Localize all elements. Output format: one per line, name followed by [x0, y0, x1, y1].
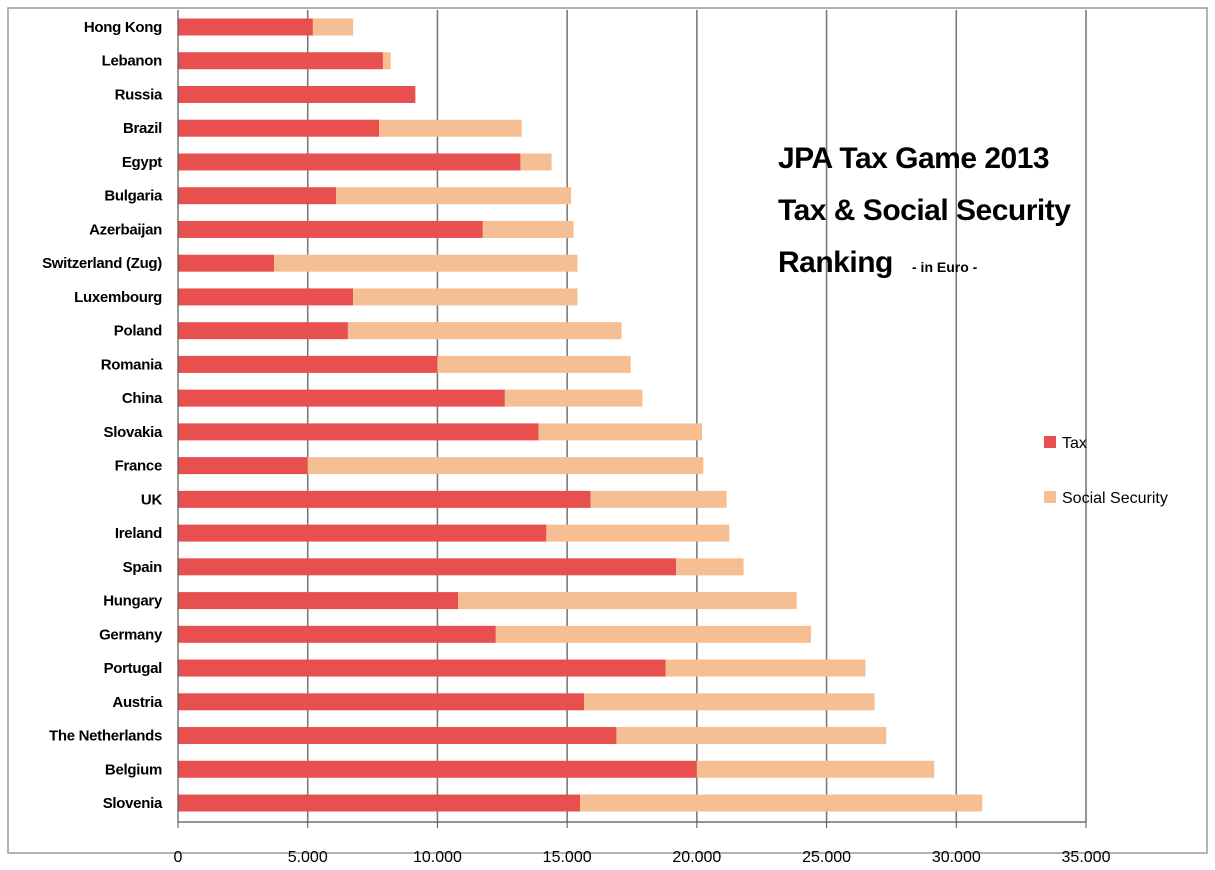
category-label: Ireland — [115, 525, 162, 542]
bar-social-security — [580, 794, 983, 812]
bar-tax — [178, 558, 677, 576]
bar-tax — [178, 322, 348, 340]
bar-tax — [178, 153, 521, 171]
category-labels: Hong Kong Lebanon Russia Brazil Egypt Bulgari… — [42, 19, 163, 812]
x-axis: 0 5.000 10.000 15.000 20.000 25.000 30.000 35.0… — [174, 10, 1111, 866]
category-label: Spain — [123, 559, 162, 576]
title-line-3: Ranking — [778, 246, 893, 279]
x-tick-label: 30.000 — [932, 849, 981, 866]
category-label: Austria — [112, 694, 163, 711]
category-label: Slovakia — [104, 424, 163, 441]
category-label: Portugal — [104, 660, 163, 677]
x-tick-label: 15.000 — [543, 849, 592, 866]
bar-tax — [178, 254, 274, 272]
bar-tax — [178, 355, 438, 373]
x-tick-label: 25.000 — [802, 849, 851, 866]
bar-tax — [178, 423, 539, 441]
category-label: Brazil — [123, 120, 162, 137]
bar-social-security — [336, 187, 572, 205]
bar-social-security — [437, 355, 631, 373]
legend-swatch-tax — [1044, 436, 1056, 448]
category-label: Russia — [115, 86, 163, 103]
bar-tax — [178, 85, 416, 103]
category-label: Hong Kong — [84, 19, 162, 36]
bar-tax — [178, 794, 581, 812]
bar-social-security — [616, 727, 887, 745]
bar-social-security — [458, 592, 797, 610]
bar-tax — [178, 727, 617, 745]
bar-social-security — [273, 254, 578, 272]
category-label: Azerbaijan — [89, 221, 162, 238]
bar-social-security — [584, 693, 875, 711]
gridlines — [306, 10, 1087, 822]
x-tick-label: 0 — [174, 849, 183, 866]
bar-social-security — [676, 558, 744, 576]
chart-title: JPA Tax Game 2013 Tax & Social Security … — [778, 142, 1072, 279]
title-units: - in Euro - — [912, 259, 978, 275]
category-label: Romania — [101, 356, 163, 373]
bar-social-security — [307, 457, 704, 475]
bar-social-security — [312, 18, 354, 36]
category-label: Luxembourg — [74, 289, 162, 306]
bar-social-security — [696, 760, 935, 778]
x-tick-label: 10.000 — [413, 849, 462, 866]
bar-tax — [178, 220, 483, 238]
bar-social-security — [665, 659, 866, 677]
bar-social-security — [495, 625, 812, 643]
category-label: China — [122, 390, 163, 407]
x-tick-label: 35.000 — [1062, 849, 1111, 866]
bar-social-security — [504, 389, 643, 407]
bar-social-security — [379, 119, 522, 137]
bar-social-security — [590, 490, 727, 508]
bar-tax — [178, 187, 337, 205]
category-label: Egypt — [122, 154, 162, 171]
bar-tax — [178, 490, 591, 508]
bar-tax — [178, 52, 383, 70]
bar-tax — [178, 625, 496, 643]
x-tick-label: 5.000 — [288, 849, 328, 866]
bar-social-security — [520, 153, 552, 171]
title-line-1: JPA Tax Game 2013 — [778, 142, 1049, 175]
category-label: The Netherlands — [49, 728, 162, 745]
category-label: Belgium — [105, 761, 162, 778]
category-label: Slovenia — [103, 795, 163, 812]
bar-tax — [178, 119, 380, 137]
bar-tax — [178, 659, 666, 677]
bar-tax — [178, 288, 354, 306]
legend: Tax Social Security — [1044, 435, 1168, 507]
title-line-2: Tax & Social Security — [778, 194, 1071, 227]
category-label: UK — [141, 491, 163, 508]
bar-tax — [178, 389, 505, 407]
legend-label-tax: Tax — [1062, 435, 1087, 452]
category-label: Lebanon — [102, 53, 163, 70]
category-label: Hungary — [103, 593, 163, 610]
bar-social-security — [382, 52, 391, 70]
x-tick-label: 20.000 — [672, 849, 721, 866]
bar-social-security — [353, 288, 578, 306]
bar-tax — [178, 693, 585, 711]
bar-tax — [178, 760, 697, 778]
bar-social-security — [546, 524, 730, 542]
bars — [178, 18, 983, 812]
legend-swatch-social-security — [1044, 491, 1056, 503]
category-label: Bulgaria — [104, 188, 163, 205]
bar-tax — [178, 524, 547, 542]
legend-label-social-security: Social Security — [1062, 490, 1168, 507]
category-label: France — [115, 458, 162, 475]
bar-social-security — [482, 220, 574, 238]
category-label: Switzerland (Zug) — [42, 255, 162, 272]
bar-social-security — [538, 423, 703, 441]
category-label: Germany — [99, 626, 163, 643]
bar-tax — [178, 457, 308, 475]
bar-social-security — [347, 322, 622, 340]
bar-tax — [178, 18, 313, 36]
category-label: Poland — [114, 323, 162, 340]
bar-tax — [178, 592, 459, 610]
chart-frame — [7, 7, 1208, 854]
